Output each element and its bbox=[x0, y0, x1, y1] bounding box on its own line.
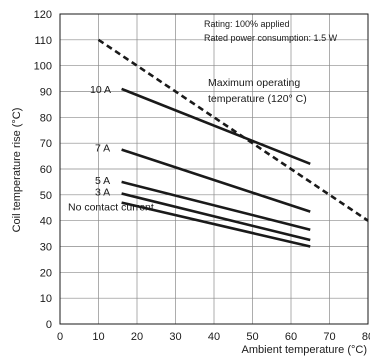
y-tick-label: 0 bbox=[46, 319, 52, 331]
x-tick-label: 30 bbox=[169, 331, 181, 343]
y-tick-label: 50 bbox=[40, 190, 52, 202]
series-line bbox=[121, 192, 311, 242]
series-line bbox=[121, 180, 311, 231]
limit-label-line1: Maximum operating bbox=[208, 77, 300, 89]
y-tick-label: 60 bbox=[40, 164, 52, 176]
y-tick-label: 40 bbox=[40, 216, 52, 228]
y-tick-label: 70 bbox=[40, 138, 52, 150]
series-lines bbox=[97, 38, 369, 248]
series-line bbox=[121, 201, 311, 248]
series-label: 3 A bbox=[95, 187, 110, 199]
y-tick-label: 20 bbox=[40, 267, 52, 279]
y-tick-label: 120 bbox=[34, 9, 52, 21]
axis-ticks: 0 10 20 30 40 50 60 70 80 90 100 110 120 0 10 20 30 40 50 6… bbox=[34, 9, 370, 343]
series-label: 5 A bbox=[95, 175, 110, 187]
y-axis-label: Coil temperature rise (°C) bbox=[11, 108, 23, 233]
plot-area-frame bbox=[59, 13, 369, 325]
y-tick-label: 30 bbox=[40, 242, 52, 254]
max-operating-temperature-line bbox=[97, 38, 369, 222]
x-tick-label: 40 bbox=[208, 331, 220, 343]
series-label: No contact current bbox=[68, 202, 154, 214]
x-axis-label: Ambient temperature (°C) bbox=[242, 344, 367, 356]
y-tick-label: 100 bbox=[34, 61, 52, 73]
y-tick-label: 80 bbox=[40, 112, 52, 124]
limit-label-line2: temperature (120° C) bbox=[208, 93, 307, 105]
power-note: Rated power consumption: 1.5 W bbox=[204, 33, 338, 43]
x-tick-label: 20 bbox=[131, 331, 143, 343]
x-tick-label: 80 bbox=[362, 331, 370, 343]
x-tick-label: 70 bbox=[323, 331, 335, 343]
series-label: 7 A bbox=[95, 143, 110, 155]
rating-note: Rating: 100% applied bbox=[204, 19, 290, 29]
series-line bbox=[121, 148, 311, 213]
x-tick-label: 10 bbox=[92, 331, 104, 343]
x-tick-label: 50 bbox=[246, 331, 258, 343]
y-tick-label: 10 bbox=[40, 293, 52, 305]
series-label: 10 A bbox=[90, 84, 111, 96]
y-tick-label: 90 bbox=[40, 87, 52, 99]
x-tick-label: 60 bbox=[285, 331, 297, 343]
grid-lines bbox=[60, 14, 368, 324]
series-labels: 10 A 7 A 5 A3 A No contact current bbox=[68, 84, 154, 214]
series-line bbox=[121, 87, 311, 166]
y-tick-label: 110 bbox=[34, 35, 52, 47]
x-tick-label: 0 bbox=[57, 331, 63, 343]
